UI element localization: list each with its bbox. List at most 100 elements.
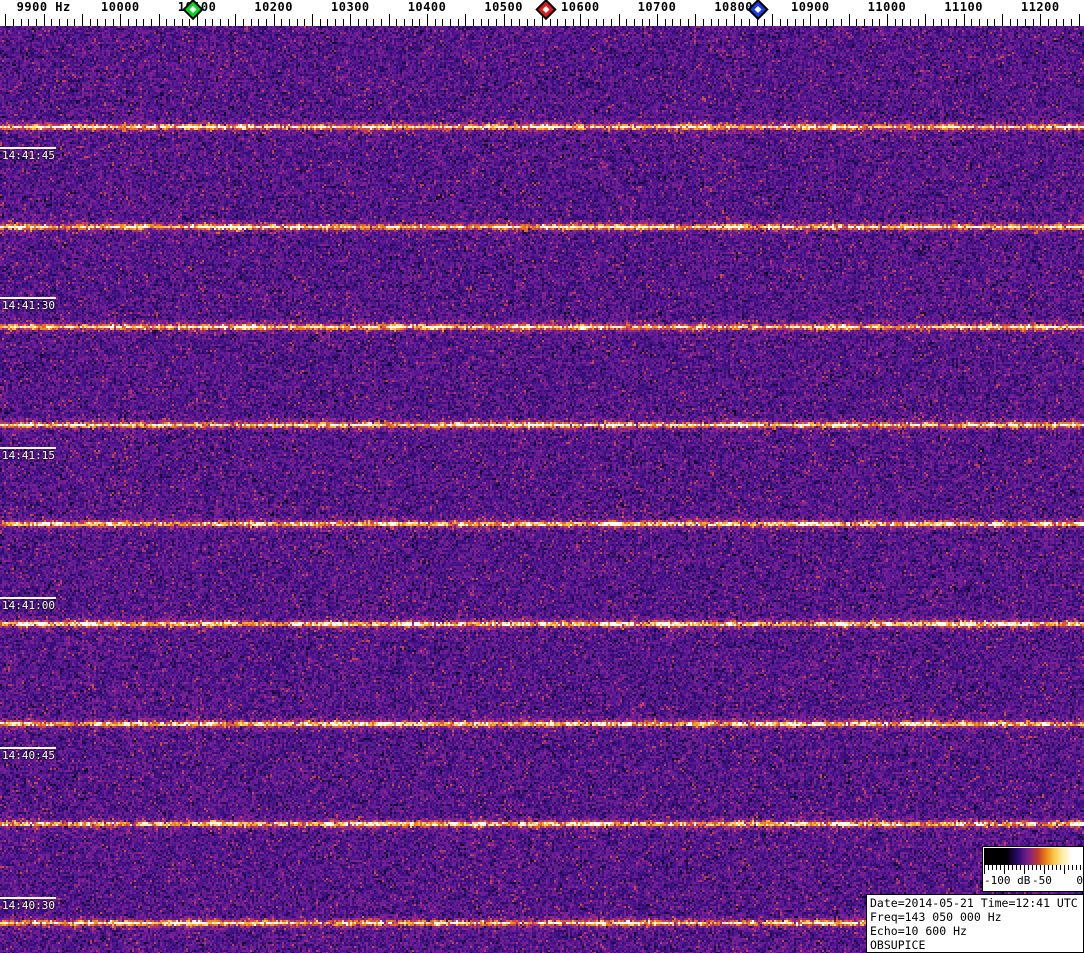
ruler-tick-minor bbox=[205, 19, 206, 26]
ruler-tick-minor bbox=[366, 19, 367, 26]
ruler-tick-minor bbox=[833, 19, 834, 26]
ruler-tick-minor bbox=[511, 19, 512, 26]
ruler-tick-major bbox=[5, 14, 6, 26]
colorbar-tick bbox=[984, 865, 985, 874]
colorbar-tick bbox=[1016, 865, 1017, 870]
ruler-tick-major bbox=[657, 14, 658, 26]
ruler-label: 11100 bbox=[944, 0, 983, 14]
colorbar-tick bbox=[1044, 865, 1045, 874]
ruler-tick-minor bbox=[1010, 19, 1011, 26]
waterfall-display[interactable] bbox=[0, 26, 1084, 953]
ruler-tick-minor bbox=[550, 19, 551, 26]
info-line-station: OBSUPICE bbox=[870, 938, 926, 952]
ruler-tick-minor bbox=[895, 19, 896, 26]
ruler-tick-major bbox=[389, 14, 390, 26]
ruler-tick-minor bbox=[987, 19, 988, 26]
ruler-tick-minor bbox=[189, 19, 190, 26]
ruler-tick-major bbox=[197, 14, 198, 26]
ruler-tick-minor bbox=[220, 19, 221, 26]
colorbar-ticks bbox=[984, 865, 1083, 874]
ruler-tick-minor bbox=[764, 19, 765, 26]
ruler-tick-minor bbox=[803, 19, 804, 26]
ruler-tick-major bbox=[274, 14, 275, 26]
frequency-ruler[interactable]: 9900 Hz100001010010200103001040010500106… bbox=[0, 0, 1084, 26]
colorbar-tick bbox=[1052, 865, 1053, 870]
ruler-tick-minor bbox=[166, 19, 167, 26]
ruler-tick-minor bbox=[596, 19, 597, 26]
ruler-tick-minor bbox=[1025, 19, 1026, 26]
ruler-tick-minor bbox=[435, 19, 436, 26]
ruler-tick-minor bbox=[902, 19, 903, 26]
ruler-tick-minor bbox=[527, 19, 528, 26]
ruler-tick-minor bbox=[557, 19, 558, 26]
colorbar-tick bbox=[1012, 865, 1013, 870]
ruler-tick-minor bbox=[603, 19, 604, 26]
ruler-tick-minor bbox=[519, 19, 520, 26]
ruler-tick-minor bbox=[335, 19, 336, 26]
ruler-tick-major bbox=[312, 14, 313, 26]
ruler-tick-minor bbox=[128, 19, 129, 26]
ruler-tick-minor bbox=[327, 19, 328, 26]
colorbar-tick bbox=[996, 865, 997, 870]
ruler-tick-minor bbox=[1071, 19, 1072, 26]
ruler-tick-minor bbox=[51, 19, 52, 26]
colorbar-tick bbox=[1068, 865, 1069, 870]
colorbar-tick bbox=[1040, 865, 1041, 870]
ruler-tick-minor bbox=[243, 19, 244, 26]
colorbar-legend: -100 dB -50 0 bbox=[982, 846, 1084, 892]
colorbar-tick bbox=[1004, 865, 1005, 874]
ruler-tick-minor bbox=[634, 19, 635, 26]
ruler-tick-minor bbox=[787, 19, 788, 26]
ruler-tick-minor bbox=[818, 19, 819, 26]
ruler-tick-minor bbox=[97, 19, 98, 26]
ruler-tick-major bbox=[887, 14, 888, 26]
ruler-label: 10600 bbox=[561, 0, 600, 14]
ruler-tick-minor bbox=[1063, 19, 1064, 26]
ruler-tick-minor bbox=[304, 19, 305, 26]
ruler-tick-minor bbox=[404, 19, 405, 26]
ruler-tick-minor bbox=[488, 19, 489, 26]
ruler-tick-minor bbox=[588, 19, 589, 26]
ruler-tick-major bbox=[427, 14, 428, 26]
ruler-tick-major bbox=[734, 14, 735, 26]
colorbar-gradient bbox=[984, 848, 1083, 865]
ruler-tick-minor bbox=[74, 19, 75, 26]
colorbar-label-mid: -50 bbox=[1032, 874, 1052, 887]
ruler-tick-minor bbox=[442, 19, 443, 26]
ruler-tick-major bbox=[772, 14, 773, 26]
info-line-echo: Echo=10 600 Hz bbox=[870, 924, 967, 938]
waterfall-canvas[interactable] bbox=[0, 26, 1084, 953]
ruler-tick-minor bbox=[711, 19, 712, 26]
ruler-tick-minor bbox=[688, 19, 689, 26]
ruler-tick-minor bbox=[473, 19, 474, 26]
colorbar-tick bbox=[1008, 865, 1009, 870]
ruler-tick-minor bbox=[458, 19, 459, 26]
ruler-tick-minor bbox=[780, 19, 781, 26]
marker-center bbox=[542, 5, 550, 14]
colorbar-tick bbox=[992, 865, 993, 870]
ruler-tick-minor bbox=[933, 19, 934, 26]
ruler-tick-major bbox=[1002, 14, 1003, 26]
marker-red-icon[interactable] bbox=[535, 0, 557, 21]
ruler-tick-minor bbox=[212, 19, 213, 26]
ruler-tick-minor bbox=[143, 19, 144, 26]
ruler-tick-minor bbox=[941, 19, 942, 26]
ruler-tick-minor bbox=[573, 19, 574, 26]
ruler-tick-major bbox=[235, 14, 236, 26]
ruler-tick-minor bbox=[611, 19, 612, 26]
ruler-tick-major bbox=[1079, 14, 1080, 26]
ruler-tick-minor bbox=[979, 19, 980, 26]
ruler-tick-minor bbox=[297, 19, 298, 26]
ruler-label: 10500 bbox=[484, 0, 523, 14]
ruler-tick-minor bbox=[21, 19, 22, 26]
ruler-tick-minor bbox=[718, 19, 719, 26]
ruler-tick-minor bbox=[419, 19, 420, 26]
ruler-tick-minor bbox=[358, 19, 359, 26]
ruler-tick-major bbox=[350, 14, 351, 26]
ruler-tick-minor bbox=[841, 19, 842, 26]
ruler-tick-minor bbox=[826, 19, 827, 26]
ruler-label: 9900 Hz bbox=[16, 0, 71, 14]
colorbar-tick bbox=[1064, 865, 1065, 874]
colorbar-tick bbox=[1000, 865, 1001, 870]
